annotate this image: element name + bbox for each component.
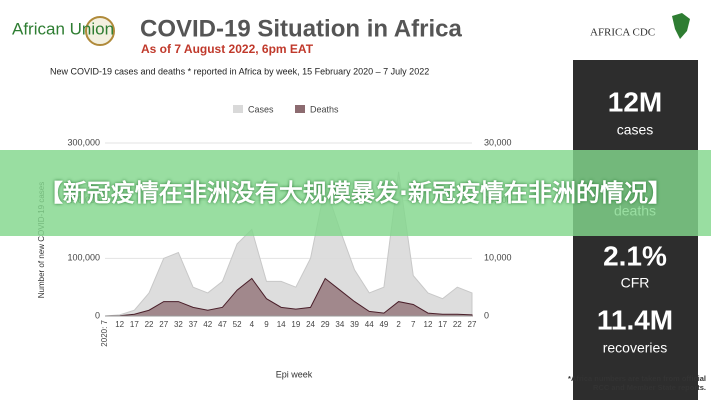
x-tick-label: 7 [411, 320, 416, 329]
x-tick-label: 17 [438, 320, 447, 329]
x-tick-label: 2 [396, 320, 401, 329]
legend-swatch [295, 105, 305, 113]
banner-text: 【新冠疫情在非洲没有大规模暴发·新冠疫情在非洲的情况】 [38, 179, 673, 207]
africa-icon [672, 13, 690, 39]
stat-value: 2.1% [603, 240, 667, 271]
x-tick-label: 2020: 7 [100, 319, 109, 346]
x-tick-label: 52 [233, 320, 242, 329]
x-tick-label: 22 [453, 320, 462, 329]
x-axis-title: Epi week [276, 369, 313, 379]
stat-value: 12M [608, 86, 662, 117]
x-tick-label: 14 [277, 320, 286, 329]
area [104, 277, 473, 317]
chart-title: New COVID-19 cases and deaths * reported… [50, 66, 429, 76]
x-tick-label: 32 [174, 320, 183, 329]
y-axis-title: Number of new COVID-19 cases [37, 182, 46, 299]
x-tick-label: 9 [264, 320, 269, 329]
banner: 【新冠疫情在非洲没有大规模暴发·新冠疫情在非洲的情况】 [0, 150, 711, 236]
x-tick-label: 22 [145, 320, 154, 329]
area [104, 171, 473, 317]
x-tick-label: 29 [321, 320, 330, 329]
footnote-box: *Africa numbers are taken from official … [568, 374, 706, 392]
stat-label: cases [617, 122, 654, 138]
x-tick-label: 4 [250, 320, 255, 329]
x-tick-label: 49 [379, 320, 388, 329]
y-tick-label: 100,000 [67, 253, 100, 263]
y-tick-label: 300,000 [67, 137, 100, 147]
legend-swatch [233, 105, 243, 113]
au-emblem [85, 16, 115, 46]
x-tick-label: 44 [365, 320, 374, 329]
stat-label: CFR [621, 275, 650, 291]
legend-label: Cases [248, 104, 274, 114]
stat-value: 11.4M [597, 304, 673, 335]
x-tick-label: 24 [306, 320, 315, 329]
x-tick-label: 39 [350, 320, 359, 329]
y2-tick-label: 10,000 [484, 253, 512, 263]
x-tick-label: 47 [218, 320, 227, 329]
x-tick-label: 17 [130, 320, 139, 329]
x-tick-label: 42 [203, 320, 212, 329]
x-tick-label: 27 [468, 320, 477, 329]
x-tick-label: 12 [115, 320, 124, 329]
cdc-logo: AFRICA CDC [590, 27, 655, 39]
y2-tick-label: 0 [484, 310, 489, 320]
legend-label: Deaths [310, 104, 339, 114]
page-title: COVID-19 Situation in Africa [140, 15, 462, 42]
x-tick-label: 37 [189, 320, 198, 329]
x-tick-label: 12 [424, 320, 433, 329]
footnote: *Africa numbers are taken from official … [568, 374, 706, 392]
y2-tick-label: 30,000 [484, 137, 512, 147]
stat-label: recoveries [603, 340, 668, 356]
x-tick-label: 34 [335, 320, 344, 329]
x-tick-label: 27 [159, 320, 168, 329]
y-tick-label: 0 [95, 310, 100, 320]
x-tick-label: 19 [291, 320, 300, 329]
au-logo: African Union [12, 19, 114, 38]
page-subtitle: As of 7 August 2022, 6pm EAT [141, 42, 314, 56]
